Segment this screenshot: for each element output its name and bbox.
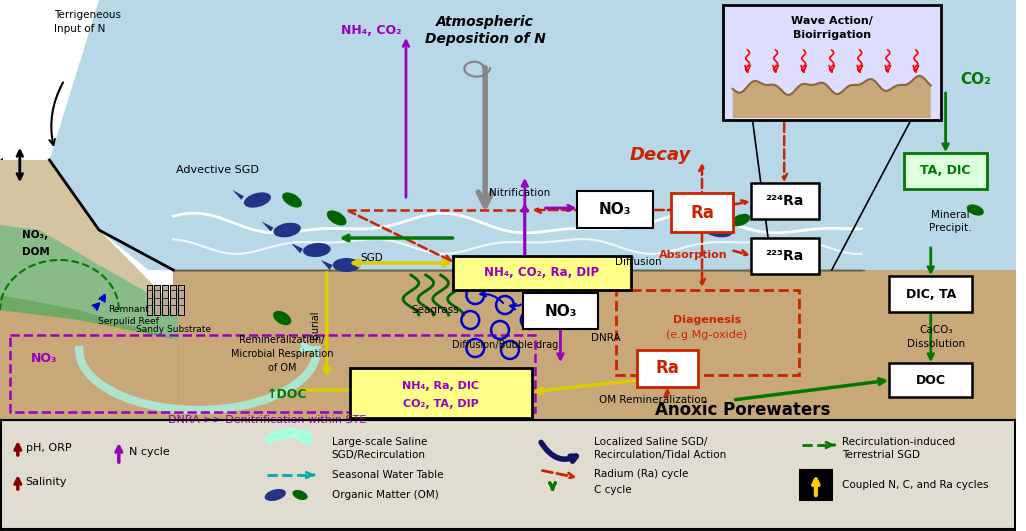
FancyBboxPatch shape (453, 256, 631, 290)
Ellipse shape (282, 192, 302, 208)
Ellipse shape (966, 204, 984, 216)
Text: NH₄, Ra, DIC: NH₄, Ra, DIC (402, 381, 479, 391)
Text: ²²⁴Ra: ²²⁴Ra (765, 194, 803, 208)
Text: Precipit.: Precipit. (930, 223, 972, 233)
FancyBboxPatch shape (890, 276, 973, 312)
Text: Recirculation/Tidal Action: Recirculation/Tidal Action (594, 450, 726, 460)
Polygon shape (0, 200, 179, 420)
Text: CO₂: CO₂ (960, 73, 991, 88)
Text: Diagenesis: Diagenesis (673, 315, 741, 325)
FancyBboxPatch shape (751, 238, 819, 274)
Text: Microbial Respiration: Microbial Respiration (231, 349, 333, 359)
Ellipse shape (303, 243, 330, 257)
Ellipse shape (273, 311, 291, 325)
Polygon shape (0, 0, 198, 160)
Text: ↑DOC: ↑DOC (267, 389, 308, 401)
FancyBboxPatch shape (637, 350, 698, 387)
Text: Anoxic Porewaters: Anoxic Porewaters (655, 401, 830, 419)
Text: Atmospheric: Atmospheric (436, 15, 535, 29)
Ellipse shape (332, 258, 360, 272)
Text: Advective SGD: Advective SGD (176, 165, 260, 175)
Text: Mineral: Mineral (932, 210, 970, 220)
FancyBboxPatch shape (800, 470, 832, 500)
Text: Absorption: Absorption (659, 250, 727, 260)
Text: SGD: SGD (360, 253, 383, 263)
Text: Sandy Substrate: Sandy Substrate (135, 326, 210, 335)
FancyBboxPatch shape (523, 293, 598, 329)
Text: Nitrification: Nitrification (489, 188, 551, 198)
Text: SGD/Recirculation: SGD/Recirculation (331, 450, 426, 460)
FancyBboxPatch shape (751, 183, 819, 219)
Text: CaCO₃: CaCO₃ (919, 325, 952, 335)
Text: Deposition of N: Deposition of N (425, 32, 546, 46)
FancyBboxPatch shape (173, 0, 1016, 270)
Text: CO₂, TA, DIP: CO₂, TA, DIP (403, 399, 478, 409)
Text: (e.g.Mg-oxide): (e.g.Mg-oxide) (667, 330, 748, 340)
Text: Remineralization/: Remineralization/ (239, 335, 325, 345)
Text: Input of N: Input of N (54, 24, 106, 34)
Text: Organic Matter (OM): Organic Matter (OM) (331, 490, 438, 500)
FancyBboxPatch shape (904, 153, 987, 189)
Text: Terrigeneous: Terrigeneous (54, 10, 121, 20)
Text: NO₃,: NO₃, (22, 230, 48, 240)
Text: Terrestrial SGD: Terrestrial SGD (841, 450, 919, 460)
Text: Bioirrigation: Bioirrigation (793, 30, 871, 40)
Polygon shape (0, 0, 179, 420)
Text: C cycle: C cycle (594, 485, 632, 495)
FancyBboxPatch shape (155, 285, 160, 315)
Text: Wave Action/: Wave Action/ (791, 16, 873, 26)
Text: DIC, TA: DIC, TA (906, 287, 956, 301)
FancyBboxPatch shape (170, 285, 176, 315)
Text: Diffusion/Bubble drag: Diffusion/Bubble drag (451, 340, 558, 350)
Text: NH₄, CO₂: NH₄, CO₂ (341, 23, 401, 37)
Polygon shape (291, 243, 303, 253)
FancyBboxPatch shape (147, 285, 153, 315)
Ellipse shape (292, 490, 308, 500)
Polygon shape (49, 0, 1016, 270)
Text: ²²³Ra: ²²³Ra (765, 249, 803, 263)
Text: Ra: Ra (656, 359, 679, 377)
Text: Coupled N, C, and Ra cycles: Coupled N, C, and Ra cycles (841, 480, 988, 490)
Text: Seagrass: Seagrass (411, 305, 460, 315)
FancyBboxPatch shape (722, 5, 941, 120)
Text: Localized Saline SGD/: Localized Saline SGD/ (594, 437, 708, 447)
Text: pH, ORP: pH, ORP (26, 443, 72, 453)
Text: TA, DIC: TA, DIC (920, 165, 971, 177)
FancyBboxPatch shape (671, 193, 733, 232)
Ellipse shape (326, 210, 347, 226)
Ellipse shape (274, 222, 301, 237)
Text: Remnant: Remnant (109, 305, 149, 314)
Text: Burial: Burial (310, 311, 320, 339)
Text: OM Remineralization: OM Remineralization (599, 395, 708, 405)
FancyBboxPatch shape (1, 420, 1015, 529)
Polygon shape (232, 190, 244, 200)
FancyBboxPatch shape (890, 363, 973, 397)
Text: Radium (Ra) cycle: Radium (Ra) cycle (594, 469, 688, 479)
Text: DOM: DOM (22, 247, 49, 257)
Text: Recirculation-induced: Recirculation-induced (841, 437, 955, 447)
Text: DNRA: DNRA (591, 333, 621, 343)
Text: N cycle: N cycle (128, 447, 169, 457)
Polygon shape (262, 221, 274, 232)
Ellipse shape (703, 222, 733, 237)
Text: Serpulid Reef: Serpulid Reef (98, 318, 159, 327)
Text: NH₄, CO₂, Ra, DIP: NH₄, CO₂, Ra, DIP (484, 267, 599, 279)
Text: Salinity: Salinity (26, 477, 68, 487)
Text: DNRA >> Denitrification within STE: DNRA >> Denitrification within STE (168, 415, 366, 425)
Text: Dissolution: Dissolution (907, 339, 964, 349)
FancyBboxPatch shape (162, 285, 168, 315)
Text: NO₃: NO₃ (544, 304, 577, 319)
Polygon shape (321, 260, 332, 270)
Polygon shape (733, 76, 931, 118)
Text: Seasonal Water Table: Seasonal Water Table (331, 470, 443, 480)
FancyBboxPatch shape (173, 270, 1016, 420)
Text: NO₃: NO₃ (32, 352, 57, 364)
Ellipse shape (265, 489, 286, 501)
Ellipse shape (244, 192, 271, 208)
Ellipse shape (732, 214, 750, 226)
Text: DOC: DOC (916, 373, 946, 387)
FancyBboxPatch shape (179, 285, 185, 315)
FancyBboxPatch shape (350, 368, 531, 418)
Text: Large-scale Saline: Large-scale Saline (331, 437, 427, 447)
